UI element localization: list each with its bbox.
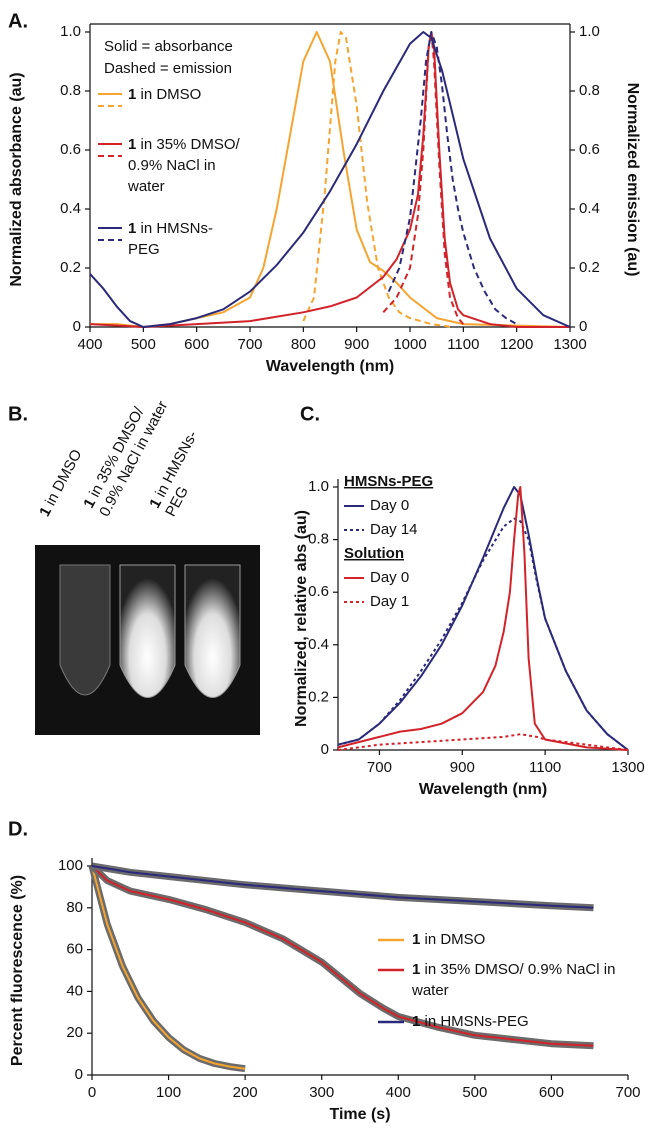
y-tick-label: 20 [66, 1024, 83, 1041]
y-tick-label: 0.4 [308, 636, 329, 653]
x-tick-label: 900 [450, 759, 475, 776]
x-tick-label: 300 [309, 1084, 334, 1101]
y2-tick-label: 1.0 [579, 23, 600, 40]
x-tick-label: 500 [462, 1084, 487, 1101]
x-axis-label: Wavelength (nm) [419, 781, 547, 798]
y-tick-label: 0.4 [60, 200, 81, 217]
x-tick-label: 1300 [611, 759, 644, 776]
emission-line [382, 31, 465, 325]
legend-label: 1 in DMSO [412, 931, 486, 948]
data-line [91, 865, 246, 1070]
y-tick-label: 0 [73, 318, 81, 335]
x-tick-label: 1100 [529, 759, 561, 776]
legend-label: Day 14 [370, 521, 418, 538]
x-tick-label: 200 [233, 1084, 258, 1101]
legend-label: 1 in HMSNs- PEG [128, 220, 214, 258]
tube [184, 564, 241, 698]
y-tick-label: 1.0 [308, 478, 329, 495]
panel-label: D. [8, 818, 28, 840]
panel-label: B. [8, 403, 28, 425]
data-line [337, 733, 629, 751]
y-tick-label: 0.6 [308, 583, 329, 600]
x-axis-label: Time (s) [329, 1106, 390, 1123]
legend-group-title: Solution [344, 545, 404, 562]
emission-line [387, 31, 518, 325]
data-line [91, 865, 594, 1047]
x-tick-label: 700 [367, 759, 392, 776]
tube [119, 564, 176, 698]
legend-label: 1 in HMSNs-PEG [412, 1013, 529, 1030]
y-axis-label: Percent fluorescence (%) [9, 875, 26, 1066]
y2-tick-label: 0 [579, 318, 587, 335]
y-tick-label: 0.6 [60, 141, 81, 158]
emission-line [302, 31, 453, 328]
y-tick-label: 0.2 [60, 259, 81, 276]
x-tick-label: 400 [386, 1084, 411, 1101]
legend-group-title: HMSNs-PEG [344, 473, 433, 490]
legend-label: 1 in 35% DMSO/ 0.9% NaCl in water [412, 961, 616, 999]
y-tick-label: 0 [75, 1066, 83, 1083]
y-tick-label: 60 [66, 941, 83, 958]
x-tick-label: 700 [615, 1084, 640, 1101]
y-tick-label: 0.8 [60, 82, 81, 99]
y2-tick-label: 0.2 [579, 259, 600, 276]
y-tick-label: 1.0 [60, 23, 81, 40]
x-tick-label: 100 [156, 1084, 181, 1101]
x-tick-label: 400 [77, 336, 102, 353]
y-tick-label: 40 [66, 982, 83, 999]
x-axis-label: Wavelength (nm) [266, 358, 394, 375]
x-tick-label: 1000 [393, 336, 426, 353]
y-tick-label: 0 [321, 741, 329, 758]
y-axis-label: Normalized, relative abs (au) [293, 510, 310, 727]
x-tick-label: 900 [344, 336, 369, 353]
x-tick-label: 0 [88, 1084, 96, 1101]
y2-axis-label: Normalized emission (au) [624, 83, 641, 277]
y-tick-label: 100 [58, 857, 83, 874]
legend-label: Day 0 [370, 497, 409, 514]
absorbance-line [89, 31, 571, 328]
x-tick-label: 1200 [500, 336, 533, 353]
y-axis-label: Normalized absorbance (au) [8, 72, 25, 286]
x-tick-label: 700 [237, 336, 262, 353]
x-tick-label: 800 [291, 336, 316, 353]
x-tick-label: 1300 [553, 336, 586, 353]
legend-label: 1 in 35% DMSO/ 0.9% NaCl in water [128, 136, 240, 195]
tube [59, 564, 111, 696]
data-line [337, 517, 629, 751]
note: Solid = absorbance [104, 38, 233, 55]
x-tick-label: 500 [131, 336, 156, 353]
x-tick-label: 600 [539, 1084, 564, 1101]
legend-label: 1 in DMSO [128, 86, 202, 103]
data-line [91, 865, 594, 909]
panel-label: A. [8, 10, 28, 32]
panel-label: C. [300, 403, 320, 425]
legend-label: Day 1 [370, 593, 409, 610]
y-tick-label: 0.8 [308, 531, 329, 548]
y-tick-label: 80 [66, 899, 83, 916]
y2-tick-label: 0.8 [579, 82, 600, 99]
x-tick-label: 600 [184, 336, 209, 353]
y2-tick-label: 0.4 [579, 200, 600, 217]
data-line [337, 486, 629, 751]
data-line [337, 486, 629, 751]
y-tick-label: 0.2 [308, 688, 329, 705]
legend-label: Day 0 [370, 569, 409, 586]
note: Dashed = emission [104, 60, 232, 77]
y2-tick-label: 0.6 [579, 141, 600, 158]
x-tick-label: 1100 [447, 336, 479, 353]
photo [35, 545, 260, 735]
